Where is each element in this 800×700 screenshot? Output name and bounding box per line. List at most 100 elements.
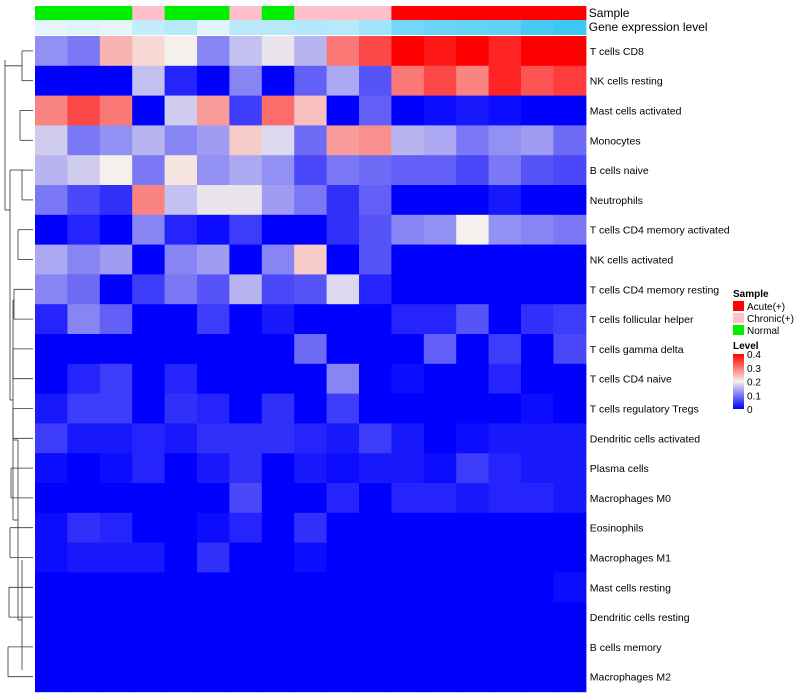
row-label: Macrophages M0: [590, 493, 671, 505]
legend-level-ticks: 0.4 0.3 0.2 0.1 0: [747, 350, 761, 416]
heatmap-cell: [359, 423, 392, 454]
heatmap-cell: [521, 483, 554, 514]
heatmap-cell: [359, 304, 392, 335]
level-annotation-cell: [391, 20, 425, 35]
heatmap-cell: [132, 363, 166, 395]
heatmap-cell: [261, 393, 295, 424]
heatmap-cell: [261, 602, 295, 633]
heatmap-cell: [35, 304, 68, 335]
heatmap-cell: [132, 244, 166, 275]
heatmap-cell: [326, 572, 360, 603]
legend-sample-swatch: [733, 301, 744, 311]
heatmap-cell: [261, 125, 295, 156]
heatmap-cell: [164, 274, 198, 305]
heatmap-cell: [261, 214, 295, 246]
heatmap-cell: [261, 185, 295, 216]
row-label: T cells gamma delta: [590, 344, 684, 356]
heatmap-cell: [261, 304, 295, 335]
heatmap-cell: [197, 95, 230, 126]
heatmap-cell: [553, 155, 587, 186]
heatmap-cell: [423, 334, 457, 365]
heatmap-cell: [197, 304, 230, 335]
heatmap-cell: [35, 65, 68, 97]
heatmap-cell: [164, 602, 198, 633]
sample-annotation-cell: [35, 6, 68, 20]
level-annotation-cell: [326, 20, 360, 35]
heatmap-cell: [391, 572, 425, 603]
heatmap-cell: [294, 125, 328, 156]
heatmap-cell: [197, 125, 230, 156]
heatmap-cell: [326, 632, 360, 663]
heatmap-cell: [35, 36, 68, 67]
row-label: Macrophages M1: [590, 553, 671, 565]
legend-level-tick: 0: [747, 405, 753, 416]
heatmap-cell: [521, 214, 554, 246]
heatmap-cell: [423, 542, 457, 573]
level-annotation-cell: [35, 20, 68, 35]
heatmap-cell: [326, 661, 360, 693]
heatmap-cell: [423, 65, 457, 97]
heatmap-cell: [456, 483, 490, 514]
heatmap-cell: [488, 65, 522, 97]
heatmap-cell: [99, 661, 133, 693]
heatmap-cell: [391, 363, 425, 395]
heatmap-cell: [521, 125, 554, 156]
heatmap-cell: [423, 125, 457, 156]
heatmap-cell: [229, 36, 263, 67]
heatmap-cell: [294, 334, 328, 365]
heatmap-cell: [294, 453, 328, 484]
heatmap-cell: [359, 661, 392, 693]
row-label: B cells naive: [590, 165, 649, 177]
heatmap-cell: [197, 334, 230, 365]
heatmap-cell: [294, 95, 328, 126]
sample-annotation-cell: [229, 6, 263, 20]
heatmap-cell: [99, 304, 133, 335]
heatmap-cell: [521, 572, 554, 603]
heatmap-cell: [326, 65, 360, 97]
heatmap-cell: [326, 602, 360, 633]
heatmap-cell: [67, 244, 101, 275]
heatmap-cell: [67, 185, 101, 216]
heatmap-cell: [521, 95, 554, 126]
gene-expression-level-label: Gene expression level: [589, 20, 708, 34]
heatmap-cell: [488, 453, 522, 484]
heatmap-cell: [229, 453, 263, 484]
row-label: T cells CD4 memory activated: [590, 225, 730, 237]
heatmap-cell: [359, 512, 392, 544]
heatmap-cell: [35, 602, 68, 633]
heatmap-cell: [35, 155, 68, 186]
heatmap-cell: [35, 453, 68, 484]
heatmap-cell: [229, 423, 263, 454]
heatmap-cell: [99, 632, 133, 663]
heatmap-cell: [35, 512, 68, 544]
heatmap-cell: [261, 274, 295, 305]
heatmap-cell: [553, 453, 587, 484]
heatmap-cell: [521, 185, 554, 216]
heatmap-cell: [99, 155, 133, 186]
legend-level-tick: 0.3: [747, 364, 761, 375]
heatmap-cell: [326, 36, 360, 67]
heatmap-cell: [294, 483, 328, 514]
heatmap-cell: [229, 632, 263, 663]
heatmap-cell: [423, 155, 457, 186]
heatmap-cell: [488, 334, 522, 365]
heatmap-cell: [359, 572, 392, 603]
heatmap-cell: [197, 65, 230, 97]
heatmap-cell: [326, 423, 360, 454]
heatmap-cell: [553, 542, 587, 573]
heatmap-cell: [553, 185, 587, 216]
heatmap-cell: [164, 185, 198, 216]
heatmap-cell: [326, 542, 360, 573]
heatmap-cell: [456, 423, 490, 454]
row-label: Plasma cells: [590, 463, 649, 475]
heatmap-cell: [488, 423, 522, 454]
level-annotation-cell: [488, 20, 522, 35]
heatmap-cell: [99, 214, 133, 246]
row-label: T cells CD4 memory resting: [590, 284, 719, 296]
heatmap-cell: [423, 423, 457, 454]
legend-sample-swatch: [733, 325, 744, 335]
heatmap-cell: [35, 214, 68, 246]
heatmap-cell: [391, 512, 425, 544]
heatmap-cell: [456, 95, 490, 126]
